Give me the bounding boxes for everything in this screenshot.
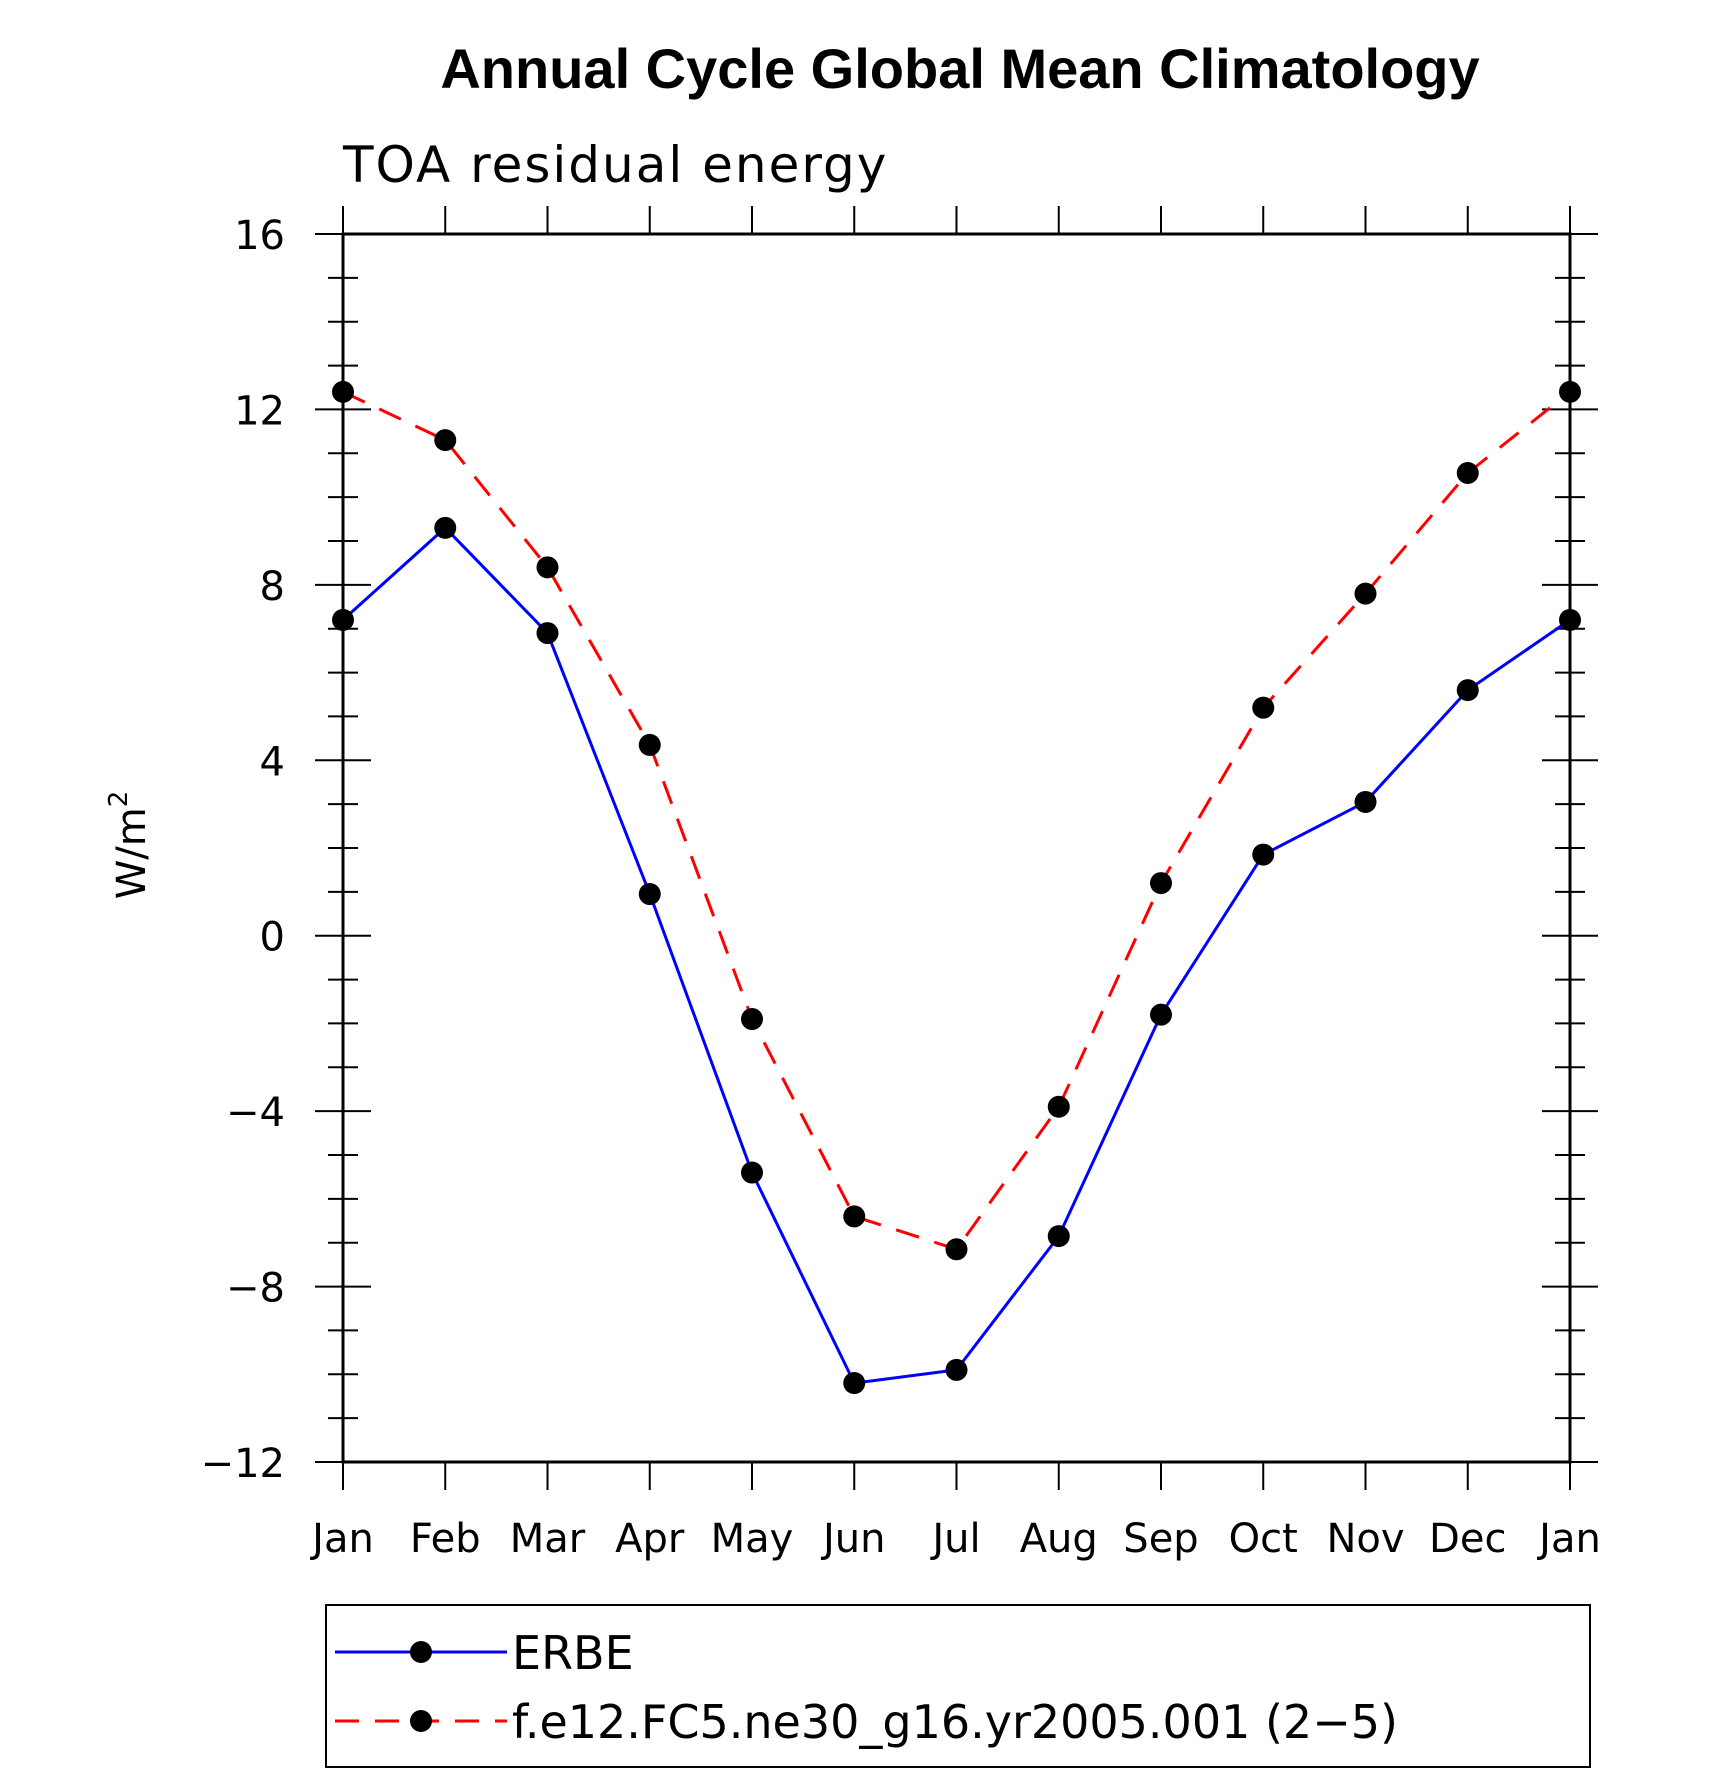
data-point-1 <box>1047 1095 1070 1118</box>
x-tick-label: Jan <box>309 1516 374 1562</box>
data-point-1 <box>945 1238 968 1261</box>
data-point-0 <box>741 1161 763 1184</box>
x-tick-label: Jul <box>929 1516 980 1562</box>
data-point-1 <box>536 556 559 579</box>
y-tick-label: −8 <box>226 1266 285 1312</box>
data-point-1 <box>1252 696 1275 719</box>
y-tick-label: 0 <box>260 915 285 961</box>
y-tick-labels: 16 12 8 4 0 −4 −8 −12 <box>201 213 285 1487</box>
data-point-1 <box>843 1205 866 1228</box>
x-tick-label: Feb <box>410 1516 481 1562</box>
data-point-1 <box>1150 872 1172 895</box>
x-tick-label: Nov <box>1326 1516 1404 1562</box>
data-point-0 <box>1252 843 1275 866</box>
series-line-1 <box>342 390 1571 1251</box>
x-tick-label: Jan <box>1536 1516 1601 1562</box>
x-tick-label: Aug <box>1020 1516 1098 1562</box>
data-point-0 <box>536 622 559 645</box>
svg-text:W/m2: W/m2 <box>104 791 155 900</box>
x-tick-label: Sep <box>1123 1516 1198 1562</box>
x-tick-label: May <box>711 1516 794 1562</box>
legend-box <box>325 1604 1591 1768</box>
y-axis-label-superscript: 2 <box>104 791 134 808</box>
y-tick-label: −12 <box>201 1441 285 1487</box>
data-point-1 <box>1559 380 1581 403</box>
data-point-1 <box>638 733 661 756</box>
legend-label-model: f.e12.FC5.ne30_g16.yr2005.001 (2−5) <box>512 1695 1398 1749</box>
data-point-0 <box>1354 790 1377 813</box>
chart-title: Annual Cycle Global Mean Climatology <box>440 37 1479 100</box>
plot-frame <box>341 232 1572 1464</box>
chart-subtitle: TOA residual energy <box>342 136 888 194</box>
x-tick-label: Jun <box>820 1516 886 1562</box>
y-tick-label: 4 <box>260 739 285 785</box>
data-point-0 <box>1150 1003 1172 1026</box>
legend-marker-model <box>410 1710 432 1732</box>
axis-ticks <box>315 206 1598 1490</box>
data-point-0 <box>332 608 354 631</box>
legend: ERBE f.e12.FC5.ne30_g16.yr2005.001 (2−5) <box>325 1604 1591 1768</box>
y-tick-label: −4 <box>226 1090 285 1136</box>
y-axis-label: W/m2 <box>104 791 155 900</box>
data-point-1 <box>332 380 354 403</box>
data-point-0 <box>1456 679 1479 702</box>
data-point-0 <box>434 516 457 539</box>
data-point-0 <box>843 1372 866 1395</box>
x-tick-label: Apr <box>615 1516 685 1562</box>
data-point-1 <box>434 429 457 452</box>
data-point-0 <box>1559 608 1581 631</box>
data-point-1 <box>741 1008 763 1031</box>
x-tick-label: Dec <box>1429 1516 1506 1562</box>
x-tick-labels: Jan Feb Mar Apr May Jun Jul Aug Sep Oct Nov Dec Jan <box>309 1516 1601 1562</box>
data-point-0 <box>638 883 661 906</box>
data-point-0 <box>945 1358 968 1381</box>
legend-label-erbe: ERBE <box>512 1626 634 1680</box>
x-tick-label: Mar <box>510 1516 586 1562</box>
y-tick-label: 8 <box>260 564 285 610</box>
data-point-1 <box>1354 582 1377 605</box>
y-tick-label: 16 <box>234 213 285 259</box>
x-tick-label: Oct <box>1229 1516 1298 1562</box>
data-point-0 <box>1047 1225 1070 1248</box>
data-point-1 <box>1456 462 1479 485</box>
legend-marker-erbe <box>410 1641 432 1663</box>
y-tick-label: 12 <box>234 388 285 434</box>
y-axis-label-text: W/m <box>109 807 155 899</box>
series-group <box>332 380 1581 1395</box>
